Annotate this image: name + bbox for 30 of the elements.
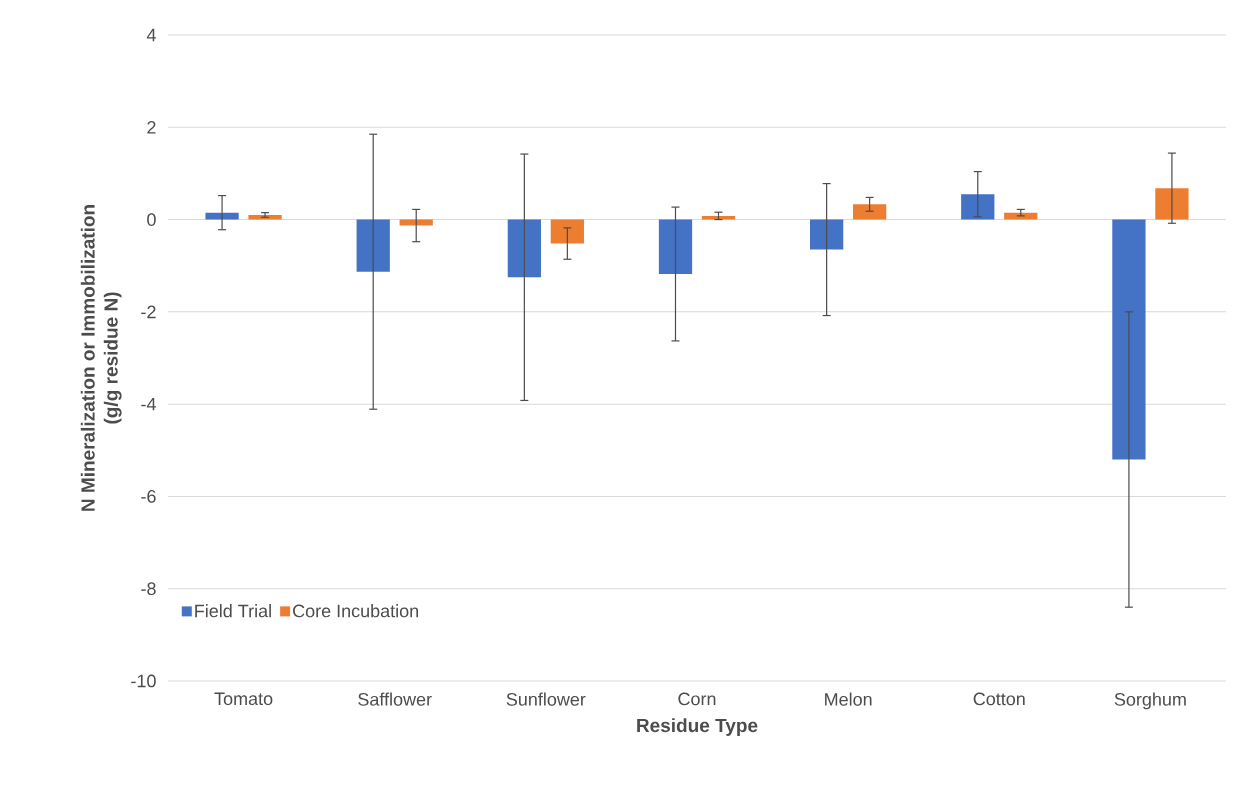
bar — [399, 219, 433, 226]
y-tick-label: -10 — [131, 674, 156, 688]
bar — [853, 204, 887, 220]
bar — [507, 219, 541, 278]
x-tick-label: Melon — [825, 692, 872, 706]
y-tick-label: -4 — [141, 397, 156, 411]
y-tick-label: 0 — [147, 213, 156, 226]
y-tick-label: 2 — [147, 120, 156, 134]
bar — [356, 219, 390, 272]
bar — [658, 219, 693, 275]
y-tick-label: -2 — [141, 305, 156, 319]
bar — [550, 219, 584, 244]
legend-label: Field Trial — [195, 604, 271, 618]
bar — [810, 219, 844, 250]
y-tick-label: 4 — [146, 28, 156, 42]
x-tick-label: Sunflower — [506, 692, 586, 706]
legend-label: Core Incubation — [293, 604, 418, 618]
bar — [248, 214, 282, 220]
x-tick-label: Sorghum — [1114, 692, 1186, 710]
bar — [1155, 188, 1189, 220]
x-tick-label: Cotton — [973, 692, 1025, 706]
y-axis-title: N Mineralization or Immobilization (g/g residue N) — [80, 205, 122, 511]
x-tick-label: Corn — [678, 692, 716, 706]
bar — [205, 212, 239, 220]
x-tick-label: Safflower — [358, 692, 432, 706]
y-tick-label: -6 — [141, 490, 156, 503]
x-axis-title: Residue Type — [637, 718, 758, 736]
bar — [1004, 212, 1038, 220]
y-tick-label: -8 — [141, 582, 156, 596]
x-tick-label: Tomato — [214, 692, 273, 706]
